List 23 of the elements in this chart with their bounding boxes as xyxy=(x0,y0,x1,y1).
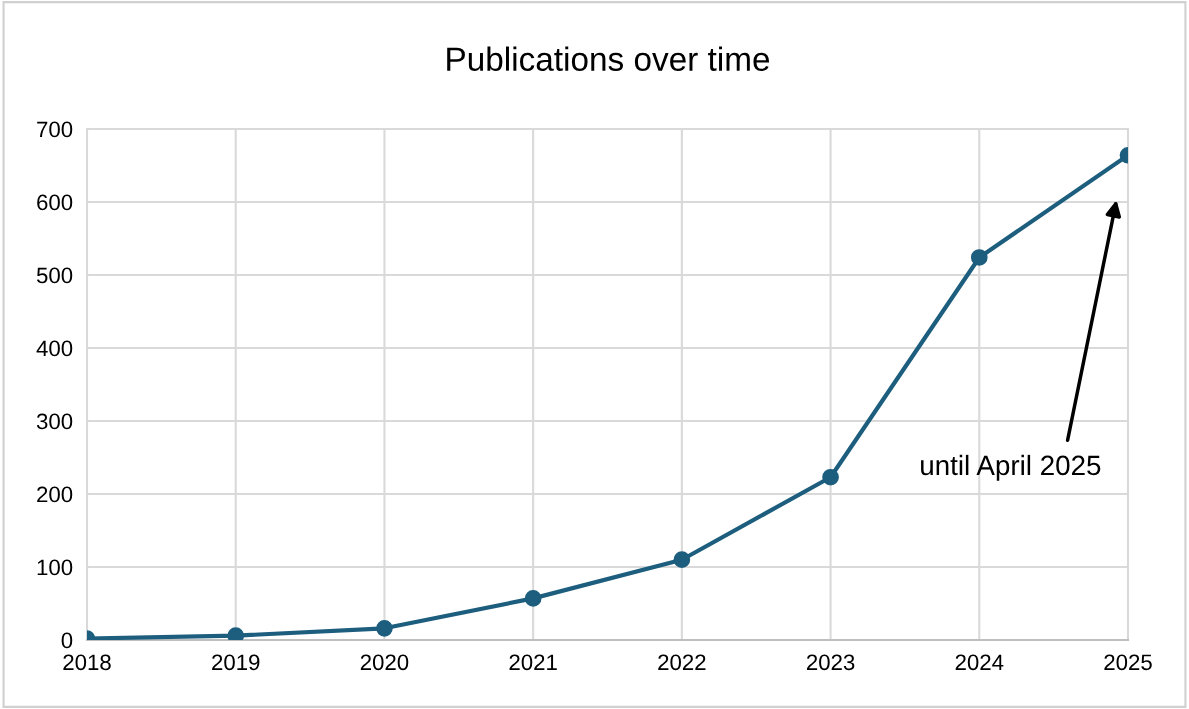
x-tick-label: 2022 xyxy=(658,654,706,671)
annotation: until April 2025 xyxy=(921,454,1101,481)
x-tick-label: 2023 xyxy=(806,654,855,671)
y-tick-label: 700 xyxy=(37,121,73,138)
point xyxy=(822,468,839,486)
point xyxy=(673,551,691,569)
x-tick-label: 2019 xyxy=(212,654,260,671)
x-tick-label: 2020 xyxy=(360,654,409,671)
point xyxy=(524,590,542,607)
point xyxy=(376,619,393,637)
y-tick-label: 600 xyxy=(37,194,73,211)
x-tick-label: 2021 xyxy=(509,654,557,671)
y-tick-label: 400 xyxy=(36,340,73,357)
chart-title: Publications over time xyxy=(447,46,770,71)
y-tick-label: 100 xyxy=(37,559,73,576)
y-tick-label: 0 xyxy=(61,632,73,649)
x-tick-label: 2025 xyxy=(1104,654,1152,671)
y-tick-label: 300 xyxy=(36,413,73,430)
y-tick-label: 500 xyxy=(36,267,73,284)
point xyxy=(970,249,988,266)
x-tick-label: 2024 xyxy=(955,654,1004,671)
x-tick-label: 2018 xyxy=(63,654,111,671)
y-tick-label: 200 xyxy=(37,486,73,503)
